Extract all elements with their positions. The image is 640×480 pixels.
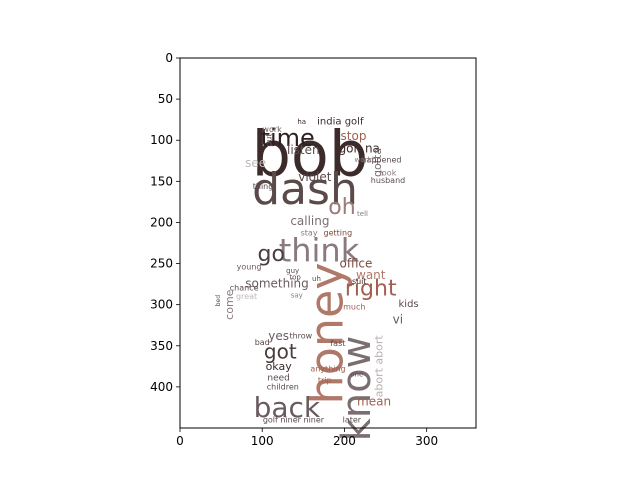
word-great: great [236, 292, 257, 301]
y-tick-label: 300 [150, 298, 173, 312]
word-work: work [262, 125, 282, 134]
word-say: say [291, 292, 303, 300]
word-india-golf: india golf [317, 117, 364, 128]
word-suit: suit [352, 277, 367, 286]
word-come: come [223, 289, 236, 319]
word-one: one [350, 371, 363, 379]
axes-frame [180, 58, 476, 428]
y-tick-label: 150 [150, 174, 173, 188]
word-right: right [345, 277, 397, 302]
word-uh: uh [312, 275, 321, 283]
x-tick-label: 100 [251, 434, 274, 448]
word-throw: throw [289, 331, 312, 340]
word-young: young [237, 262, 262, 271]
word-happened: happened [361, 155, 401, 164]
word-think: think [279, 231, 360, 269]
word-thing: thing [253, 182, 274, 191]
word-something: something [245, 276, 309, 290]
word-children: children [267, 382, 299, 391]
word-dash: dash [252, 164, 358, 215]
word-bob: bob [252, 118, 369, 191]
word-want: want [356, 268, 386, 282]
word-tell: tell [357, 210, 368, 218]
word-listen: listen [287, 143, 320, 157]
word-go: go [258, 242, 285, 267]
word-getting: getting [324, 229, 353, 238]
x-tick-label: 0 [176, 434, 184, 448]
y-tick-label: 400 [150, 380, 173, 394]
word-yes: yes [268, 329, 289, 343]
word-time: time [261, 124, 315, 152]
word-honey: honey [299, 262, 353, 404]
word-top: top [289, 274, 301, 282]
word-need: need [267, 374, 290, 384]
x-tick-label: 200 [333, 434, 356, 448]
word-fast: fast [330, 339, 345, 348]
y-axis: 0 50 100 150 200 250 300 350 400 [150, 51, 180, 394]
word-know: know [334, 336, 380, 442]
word-chance: chance [230, 284, 259, 293]
word-ha: ha [297, 118, 306, 126]
word-put: put [264, 134, 273, 147]
word-okay: okay [266, 360, 293, 373]
y-tick-label: 50 [158, 92, 173, 106]
word-later: later [343, 415, 362, 424]
word-stay: stay [301, 229, 318, 238]
word-violet: violet [298, 170, 331, 184]
word-see: see [245, 156, 266, 170]
x-tick-label: 300 [415, 434, 438, 448]
word-kids: kids [399, 299, 419, 310]
word-oh: oh [328, 195, 355, 220]
y-tick-label: 200 [150, 215, 173, 229]
y-tick-label: 350 [150, 339, 173, 353]
x-axis: 0 100 200 300 [176, 428, 438, 448]
word-got: got [264, 340, 297, 364]
word-guy: guy [286, 267, 299, 275]
word-much: much [343, 303, 365, 312]
word-anything: anything [310, 364, 345, 373]
word-golf-niner-niner: golf niner niner [263, 415, 325, 424]
y-tick-label: 250 [150, 257, 173, 271]
word-vi: vi [393, 312, 403, 326]
axes-border [179, 57, 477, 429]
word-calling: calling [290, 214, 329, 228]
word-bed: bed [215, 295, 222, 307]
word-back: back [254, 391, 321, 424]
word-trip: trip [318, 376, 332, 385]
word-husband: husband [371, 176, 405, 185]
word-office: office [339, 257, 372, 271]
word-world: world [355, 156, 374, 164]
y-tick-label: 100 [150, 133, 173, 147]
word-look: look [380, 169, 397, 178]
word-abort-abort: abort abort [372, 335, 385, 398]
word-stop: stop [341, 129, 367, 143]
word-bad: bad [255, 338, 270, 347]
word-mean: mean [357, 395, 391, 409]
word-gon-na: gon na [339, 141, 380, 155]
word-gotta: gotta [371, 148, 384, 177]
y-tick-label: 0 [165, 51, 173, 65]
